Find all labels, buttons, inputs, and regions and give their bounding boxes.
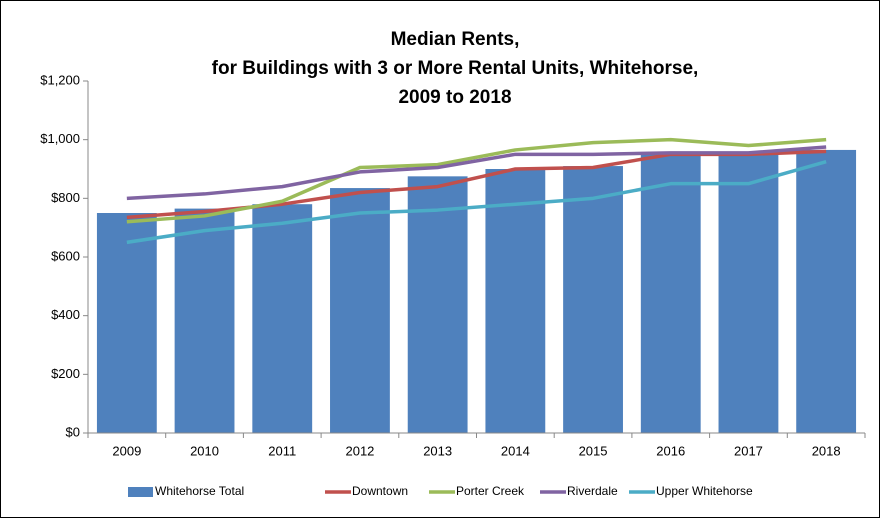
y-tick-label: $1,200 (40, 72, 80, 87)
x-tick-label: 2009 (112, 443, 141, 458)
line (126, 145, 827, 201)
y-tick-label: $200 (51, 366, 80, 381)
y-tick-label: $600 (51, 248, 80, 263)
x-tick-label: 2017 (734, 443, 763, 458)
bar (563, 166, 623, 434)
legend-label: Upper Whitehorse (656, 484, 753, 498)
bar (485, 169, 546, 433)
line (126, 137, 827, 224)
bar (96, 213, 157, 433)
legend-label: Riverdale (567, 484, 618, 498)
legend-label: Downtown (352, 484, 408, 498)
x-tick-label: 2018 (812, 443, 841, 458)
chart-title: for Buildings with 3 or More Rental Unit… (212, 58, 699, 79)
x-tick-label: 2012 (345, 443, 374, 458)
x-tick-label: 2016 (656, 443, 685, 458)
legend-swatch (128, 487, 153, 497)
line (126, 159, 827, 245)
x-tick-label: 2010 (190, 443, 219, 458)
y-tick-label: $1,000 (40, 131, 80, 146)
x-tick-label: 2015 (579, 443, 608, 458)
bar (252, 204, 313, 433)
bar (640, 154, 701, 434)
chart-title: 2009 to 2018 (398, 87, 511, 108)
x-tick-label: 2011 (268, 443, 296, 458)
x-tick-label: 2013 (423, 443, 452, 458)
y-tick-label: $400 (51, 307, 80, 322)
bar (796, 149, 857, 433)
y-tick-label: $0 (66, 424, 80, 439)
legend-label: Whitehorse Total (155, 484, 244, 498)
bar (174, 208, 235, 433)
bar (718, 154, 779, 434)
bar (330, 188, 390, 433)
x-tick-label: 2014 (501, 443, 530, 458)
bar (407, 176, 468, 434)
legend-label: Porter Creek (456, 484, 525, 498)
chart-title: Median Rents, (391, 29, 520, 50)
y-tick-label: $800 (51, 190, 80, 205)
